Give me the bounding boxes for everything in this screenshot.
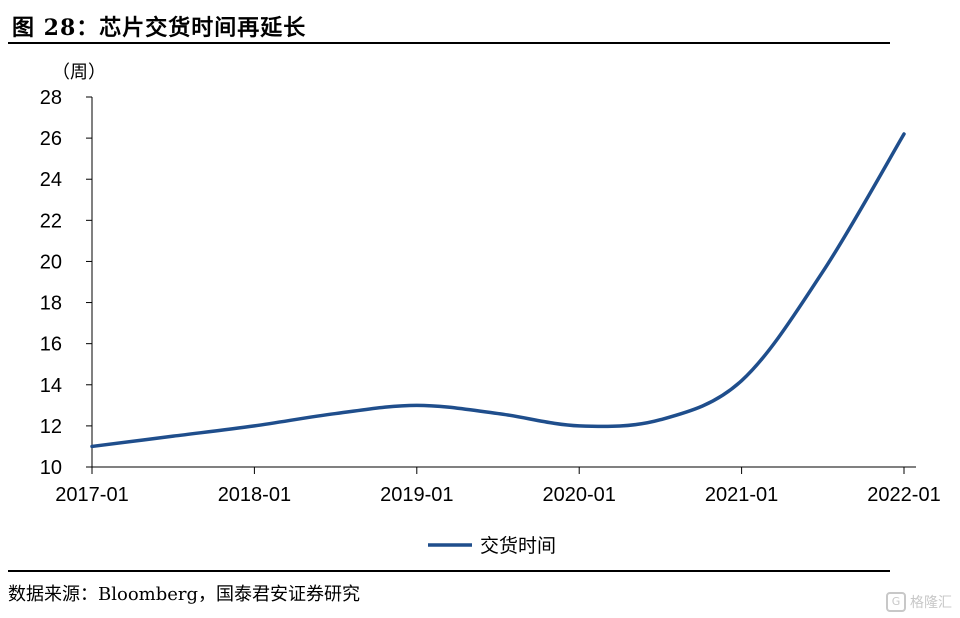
y-tick-label: 16 xyxy=(40,334,62,356)
x-tick-label: 2019-01 xyxy=(380,484,453,506)
y-tick-label: 10 xyxy=(40,457,62,479)
x-tick-label: 2021-01 xyxy=(705,484,778,506)
y-tick-label: 24 xyxy=(40,169,62,191)
y-tick-label: 14 xyxy=(40,375,62,397)
y-tick-label: 20 xyxy=(40,251,62,273)
source-note: 数据来源：Bloomberg，国泰君安证券研究 xyxy=(8,584,361,605)
title-rule xyxy=(8,42,890,44)
series-line xyxy=(90,132,906,449)
figure-title: 图 28：芯片交货时间再延长 xyxy=(12,15,307,41)
x-tick-label: 2020-01 xyxy=(542,484,615,506)
source-rule xyxy=(8,570,890,572)
x-tick-label: 2022-01 xyxy=(867,484,940,506)
watermark: G 格隆汇 xyxy=(886,592,952,612)
watermark-text: 格隆汇 xyxy=(910,595,952,611)
y-tick-label: 18 xyxy=(40,293,62,315)
x-tick-label: 2017-01 xyxy=(55,484,128,506)
y-unit-label: （周） xyxy=(52,62,106,83)
legend-label: 交货时间 xyxy=(480,535,556,557)
y-tick-label: 28 xyxy=(40,87,62,109)
y-tick-label: 22 xyxy=(40,210,62,232)
x-tick-label: 2018-01 xyxy=(218,484,291,506)
y-tick-label: 26 xyxy=(40,128,62,150)
y-tick-label: 12 xyxy=(40,416,62,438)
watermark-logo-icon: G xyxy=(886,592,906,612)
